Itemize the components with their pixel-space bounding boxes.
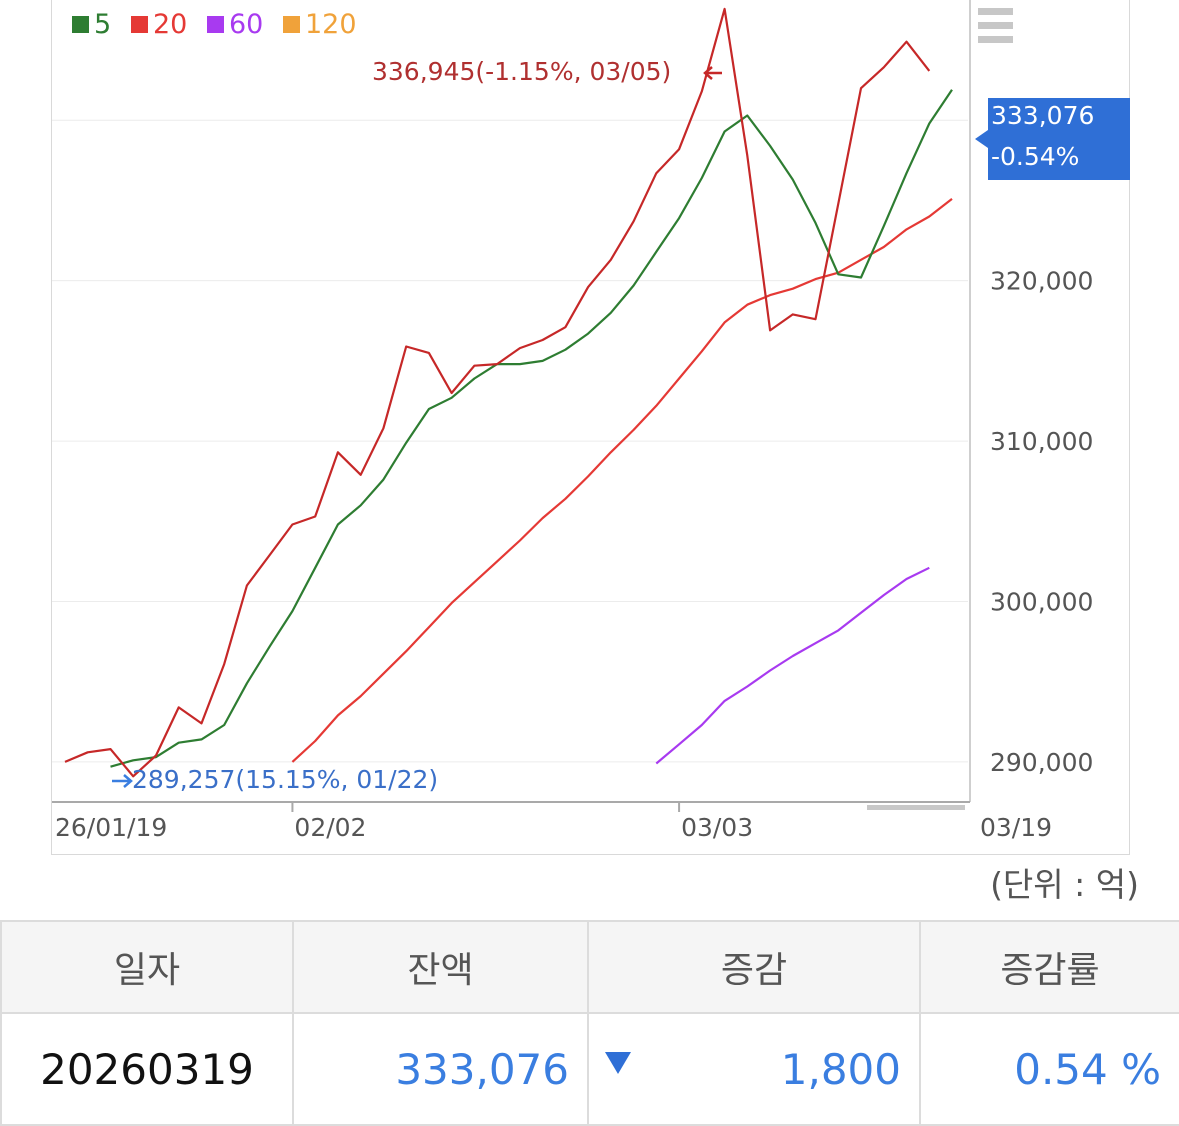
legend-label: 5 xyxy=(94,9,111,40)
header-change-rate: 증감률 xyxy=(919,920,1179,1014)
max-annotation: 336,945(-1.15%, 03/05) xyxy=(372,57,671,86)
y-tick-label: 290,000 xyxy=(990,748,1093,777)
cell-date: 20260319 xyxy=(0,1012,294,1126)
current-value-text: 333,076 xyxy=(991,101,1094,130)
legend-label: 20 xyxy=(153,9,187,40)
cell-change-rate: 0.54 % xyxy=(919,1012,1179,1126)
scroll-handle xyxy=(867,805,965,810)
legend-label: 60 xyxy=(229,9,263,40)
down-arrow-icon xyxy=(605,1052,631,1074)
cell-change-value: 1,800 xyxy=(780,1044,901,1094)
legend-swatch xyxy=(207,16,224,33)
cell-balance: 333,076 xyxy=(292,1012,589,1126)
x-tick-label: 02/02 xyxy=(294,813,366,842)
header-date: 일자 xyxy=(0,920,294,1014)
x-tick-label: 03/19 xyxy=(980,813,1052,842)
legend-label: 120 xyxy=(305,9,357,40)
menu-icon[interactable] xyxy=(978,8,1013,43)
header-change: 증감 xyxy=(587,920,921,1014)
right-arrow-icon xyxy=(112,774,133,788)
current-change-text: -0.54% xyxy=(991,142,1079,171)
series-line-5 xyxy=(110,89,953,768)
cell-change: 1,800 xyxy=(587,1012,921,1126)
chart-container xyxy=(51,0,1130,855)
current-value-badge xyxy=(975,98,1130,180)
left-arrow-icon xyxy=(703,66,722,80)
unit-label: (단위 : 억) xyxy=(990,865,1139,904)
header-balance: 잔액 xyxy=(292,920,589,1014)
table-header-row: 일자 잔액 증감 증감률 xyxy=(0,920,1179,1014)
table-row: 20260319 333,076 1,800 0.54 % xyxy=(0,1012,1179,1126)
x-tick-label: 26/01/19 xyxy=(55,813,167,842)
summary-table: 일자 잔액 증감 증감률 20260319 333,076 1,800 0.54… xyxy=(0,920,1179,1126)
legend-swatch xyxy=(72,16,89,33)
series-line-balance xyxy=(64,7,931,778)
y-tick-label: 300,000 xyxy=(990,587,1093,616)
legend-swatch xyxy=(283,16,300,33)
y-tick-label: 310,000 xyxy=(990,427,1093,456)
x-tick-label: 03/03 xyxy=(681,813,753,842)
chart: 290,000300,000310,000320,000330,00026/01… xyxy=(52,0,1130,842)
series-line-60 xyxy=(655,566,930,765)
series-line-20 xyxy=(291,198,953,763)
y-tick-label: 320,000 xyxy=(990,267,1093,296)
legend-swatch xyxy=(131,16,148,33)
min-annotation: 289,257(15.15%, 01/22) xyxy=(132,765,438,794)
